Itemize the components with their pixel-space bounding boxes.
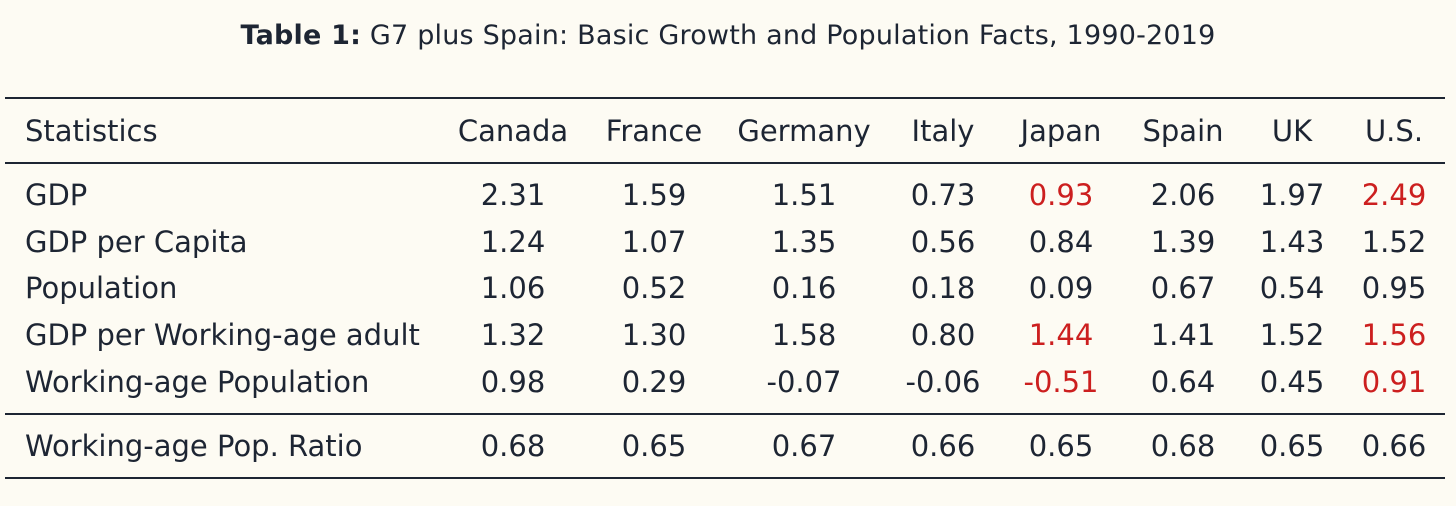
- cell-canada: 0.98: [480, 365, 546, 399]
- cell-france: 0.65: [621, 429, 687, 463]
- cell-germany: 0.67: [771, 429, 837, 463]
- header-uk: UK: [1271, 114, 1313, 148]
- row-label: Working-age Population: [25, 365, 370, 399]
- cell-canada: 2.31: [480, 178, 546, 212]
- header-italy: Italy: [911, 114, 975, 148]
- cell-france: 0.52: [621, 271, 687, 305]
- cell-spain: 0.67: [1150, 271, 1216, 305]
- cell-france: 1.59: [621, 178, 687, 212]
- row-label: Working-age Pop. Ratio: [25, 429, 363, 463]
- cell-canada: 1.24: [480, 225, 546, 259]
- cell-spain: 0.64: [1150, 365, 1216, 399]
- table-top-rule: [5, 97, 1445, 99]
- cell-germany: 1.51: [771, 178, 837, 212]
- cell-japan: 0.84: [1028, 225, 1094, 259]
- table-caption: Table 1: G7 plus Spain: Basic Growth and…: [0, 20, 1456, 51]
- cell-italy: 0.73: [910, 178, 976, 212]
- cell-spain: 1.39: [1150, 225, 1216, 259]
- cell-us-highlighted: 2.49: [1361, 178, 1427, 212]
- cell-uk: 0.54: [1259, 271, 1325, 305]
- cell-spain: 0.68: [1150, 429, 1216, 463]
- header-france: France: [605, 114, 703, 148]
- cell-germany: -0.07: [766, 365, 842, 399]
- table-row-gdp-per-capita: GDP per Capita 1.24 1.07 1.35 0.56 0.84 …: [0, 222, 1456, 262]
- table-row-gdp-per-working-age-adult: GDP per Working-age adult 1.32 1.30 1.58…: [0, 315, 1456, 355]
- table-header-row: Statistics Canada France Germany Italy J…: [0, 111, 1456, 151]
- header-us: U.S.: [1364, 114, 1424, 148]
- cell-italy: 0.18: [910, 271, 976, 305]
- cell-canada: 1.06: [480, 271, 546, 305]
- cell-france: 0.29: [621, 365, 687, 399]
- table-row-gdp: GDP 2.31 1.59 1.51 0.73 0.93 2.06 1.97 2…: [0, 175, 1456, 215]
- cell-us: 0.66: [1361, 429, 1427, 463]
- cell-us: 1.52: [1361, 225, 1427, 259]
- cell-italy: 0.80: [910, 318, 976, 352]
- cell-canada: 1.32: [480, 318, 546, 352]
- table-caption-title: G7 plus Spain: Basic Growth and Populati…: [369, 20, 1216, 51]
- cell-italy: 0.56: [910, 225, 976, 259]
- cell-uk: 0.65: [1259, 429, 1325, 463]
- table-section-rule: [5, 413, 1445, 415]
- table-bottom-rule: [5, 477, 1445, 479]
- header-japan: Japan: [1020, 114, 1102, 148]
- cell-france: 1.07: [621, 225, 687, 259]
- cell-canada: 0.68: [480, 429, 546, 463]
- cell-germany: 1.58: [771, 318, 837, 352]
- cell-spain: 1.41: [1150, 318, 1216, 352]
- cell-us-highlighted: 1.56: [1361, 318, 1427, 352]
- cell-japan: 0.09: [1028, 271, 1094, 305]
- cell-japan-highlighted: -0.51: [1023, 365, 1099, 399]
- row-label: Population: [25, 271, 178, 305]
- cell-spain: 2.06: [1150, 178, 1216, 212]
- cell-uk: 1.43: [1259, 225, 1325, 259]
- cell-uk: 1.97: [1259, 178, 1325, 212]
- cell-italy: -0.06: [905, 365, 981, 399]
- header-spain: Spain: [1142, 114, 1224, 148]
- table-caption-label: Table 1:: [240, 20, 362, 51]
- cell-germany: 1.35: [771, 225, 837, 259]
- row-label: GDP per Capita: [25, 225, 248, 259]
- table-row-working-age-population: Working-age Population 0.98 0.29 -0.07 -…: [0, 362, 1456, 402]
- header-canada: Canada: [457, 114, 569, 148]
- cell-japan-highlighted: 1.44: [1028, 318, 1094, 352]
- cell-japan-highlighted: 0.93: [1028, 178, 1094, 212]
- row-label: GDP per Working-age adult: [25, 318, 420, 352]
- cell-us: 0.95: [1361, 271, 1427, 305]
- header-statistics: Statistics: [25, 114, 158, 148]
- cell-uk: 0.45: [1259, 365, 1325, 399]
- cell-germany: 0.16: [771, 271, 837, 305]
- row-label: GDP: [25, 178, 88, 212]
- cell-italy: 0.66: [910, 429, 976, 463]
- cell-japan: 0.65: [1028, 429, 1094, 463]
- table-row-population: Population 1.06 0.52 0.16 0.18 0.09 0.67…: [0, 268, 1456, 308]
- cell-france: 1.30: [621, 318, 687, 352]
- header-germany: Germany: [737, 114, 871, 148]
- cell-us-highlighted: 0.91: [1361, 365, 1427, 399]
- table-row-working-age-pop-ratio: Working-age Pop. Ratio 0.68 0.65 0.67 0.…: [0, 426, 1456, 466]
- cell-uk: 1.52: [1259, 318, 1325, 352]
- table-header-rule: [5, 162, 1445, 164]
